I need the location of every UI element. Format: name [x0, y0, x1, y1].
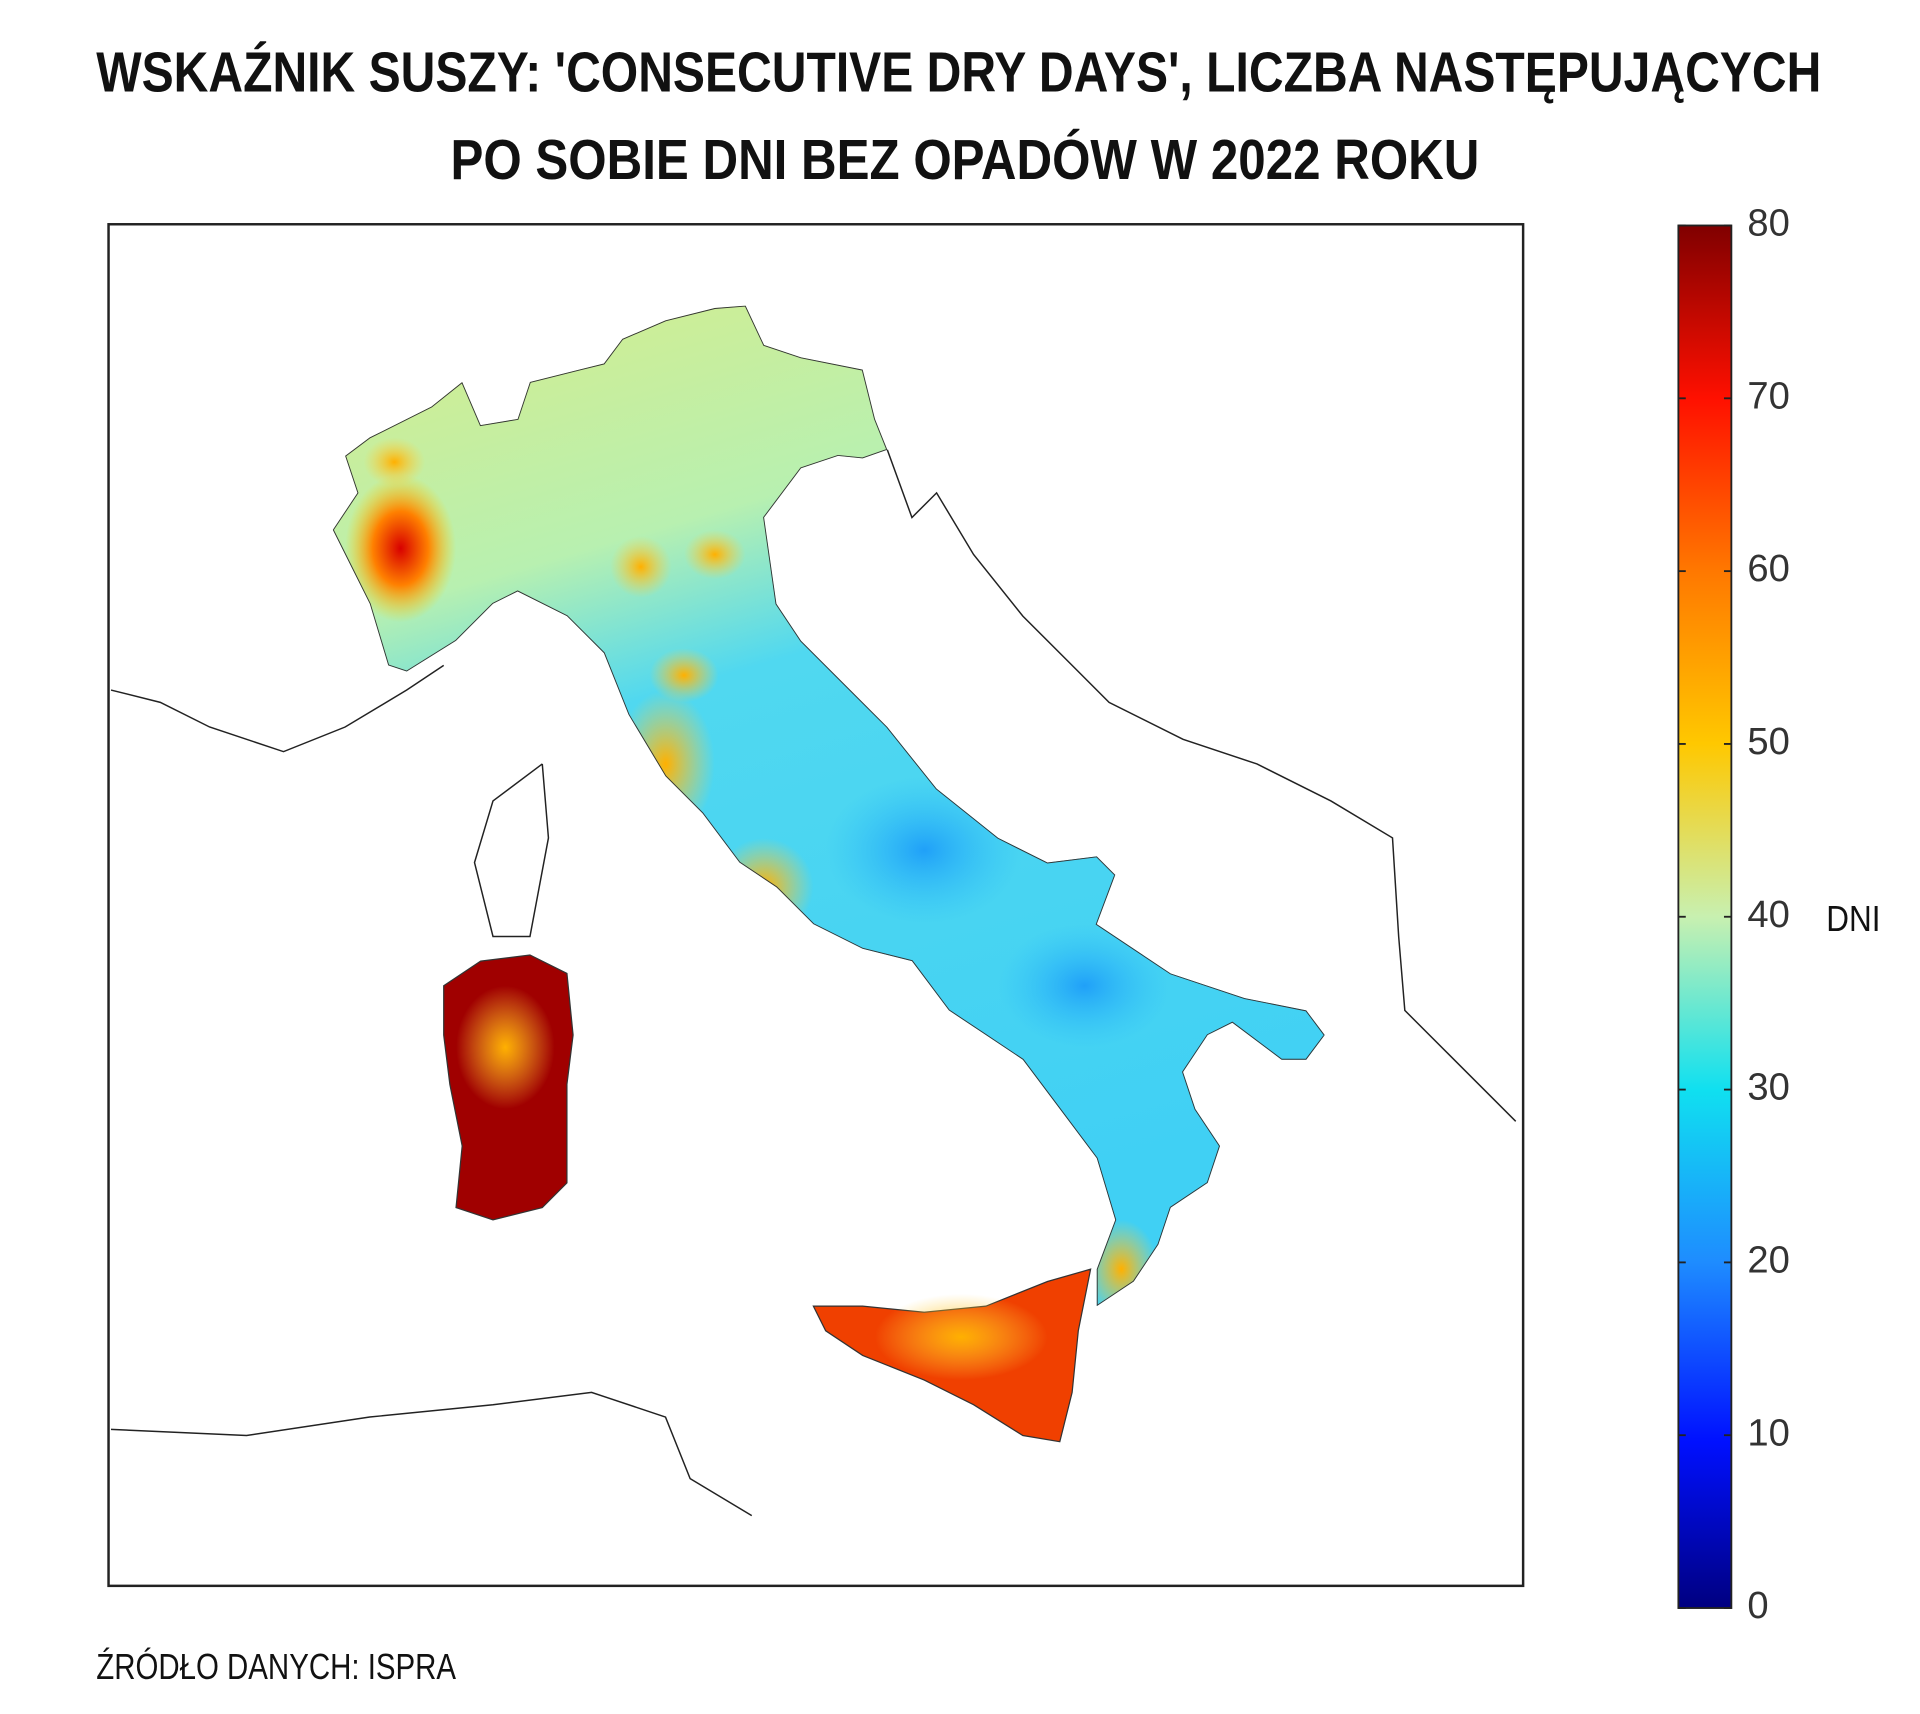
colorbar-tick-label: 0: [1747, 1584, 1768, 1627]
title-line: PO SOBIE DNI BEZ OPADÓW W 2022 ROKU: [450, 128, 1479, 192]
colorbar-tick-label: 30: [1747, 1066, 1789, 1109]
title-line: WSKAŹNIK SUSZY: 'CONSECUTIVE DRY DAYS', …: [96, 40, 1821, 104]
sicily-hotspot: [874, 1293, 1048, 1381]
colorbar-tick-label: 40: [1747, 893, 1789, 936]
source-note: ŹRÓDŁO DANYCH: ISPRA: [96, 1647, 456, 1687]
colorbar-tick-label: 80: [1747, 202, 1789, 245]
colorbar-tick-label: 20: [1747, 1238, 1789, 1281]
colorbar-tick-label: 70: [1747, 374, 1789, 417]
colorbar-tick-label: 50: [1747, 720, 1789, 763]
colorbar-tick-label: 60: [1747, 547, 1789, 590]
colorbar-tick-label: 10: [1747, 1411, 1789, 1454]
colorbar: [1677, 224, 1733, 1609]
colorbar-label: DNI: [1826, 899, 1880, 939]
sardinia-hotspot: [456, 985, 555, 1109]
coastlines: [110, 449, 1517, 1517]
